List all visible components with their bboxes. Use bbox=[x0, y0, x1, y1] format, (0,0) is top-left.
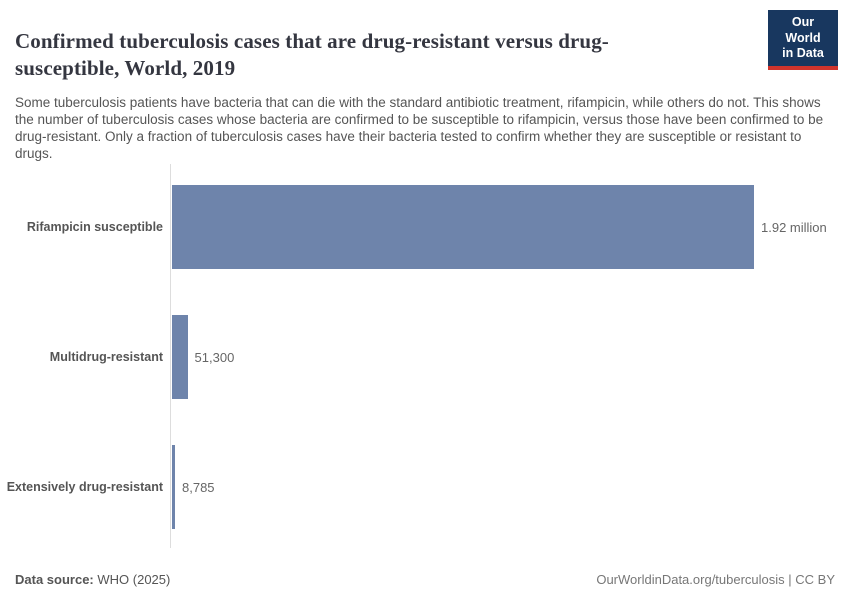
owid-logo-line2: in Data bbox=[782, 46, 824, 61]
bar-extensively-drug-resistant[interactable] bbox=[172, 445, 175, 529]
bar-row-extensively-drug-resistant: Extensively drug-resistant 8,785 bbox=[0, 422, 850, 552]
category-label: Rifampicin susceptible bbox=[26, 219, 163, 234]
category-label: Multidrug-resistant bbox=[49, 349, 163, 364]
owid-logo-line1: Our World bbox=[785, 15, 821, 45]
data-source-label: Data source: bbox=[15, 572, 94, 587]
bar-row-rifampicin-susceptible: Rifampicin susceptible 1.92 million bbox=[0, 162, 850, 292]
footer-link[interactable]: OurWorldinData.org/tuberculosis | CC BY bbox=[596, 572, 835, 587]
value-label: 8,785 bbox=[182, 479, 215, 495]
bar-area: 51,300 bbox=[171, 292, 850, 422]
bar-area: 8,785 bbox=[171, 422, 850, 552]
data-source-note: Data source: WHO (2025) bbox=[15, 572, 170, 587]
bar-rifampicin-susceptible[interactable] bbox=[172, 185, 754, 269]
data-source-value: WHO (2025) bbox=[97, 572, 171, 587]
bar-row-multidrug-resistant: Multidrug-resistant 51,300 bbox=[0, 292, 850, 422]
owid-logo[interactable]: Our World in Data bbox=[768, 10, 838, 70]
chart-subtitle: Some tuberculosis patients have bacteria… bbox=[15, 94, 824, 162]
chart-footer: Data source: WHO (2025) OurWorldinData.o… bbox=[15, 572, 835, 587]
bar-chart: Rifampicin susceptible 1.92 million Mult… bbox=[0, 162, 850, 552]
page-title: Confirmed tuberculosis cases that are dr… bbox=[15, 29, 609, 80]
bar-multidrug-resistant[interactable] bbox=[172, 315, 188, 399]
bar-area: 1.92 million bbox=[171, 162, 850, 292]
value-label: 51,300 bbox=[194, 349, 235, 365]
value-label: 1.92 million bbox=[761, 219, 827, 235]
category-label: Extensively drug-resistant bbox=[6, 479, 163, 494]
y-axis-line bbox=[170, 164, 171, 548]
